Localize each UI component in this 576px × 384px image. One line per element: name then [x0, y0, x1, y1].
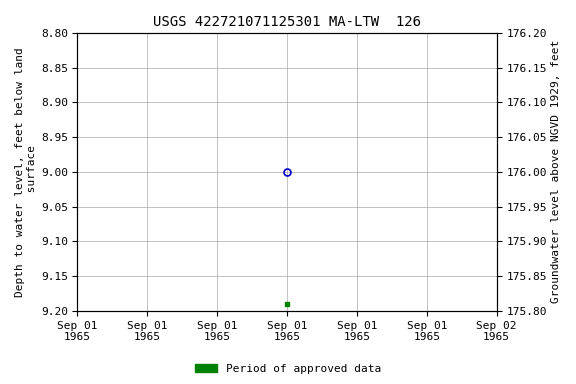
Title: USGS 422721071125301 MA-LTW  126: USGS 422721071125301 MA-LTW 126: [153, 15, 421, 29]
Legend: Period of approved data: Period of approved data: [191, 359, 385, 379]
Y-axis label: Groundwater level above NGVD 1929, feet: Groundwater level above NGVD 1929, feet: [551, 40, 561, 303]
Y-axis label: Depth to water level, feet below land
 surface: Depth to water level, feet below land su…: [15, 47, 37, 297]
